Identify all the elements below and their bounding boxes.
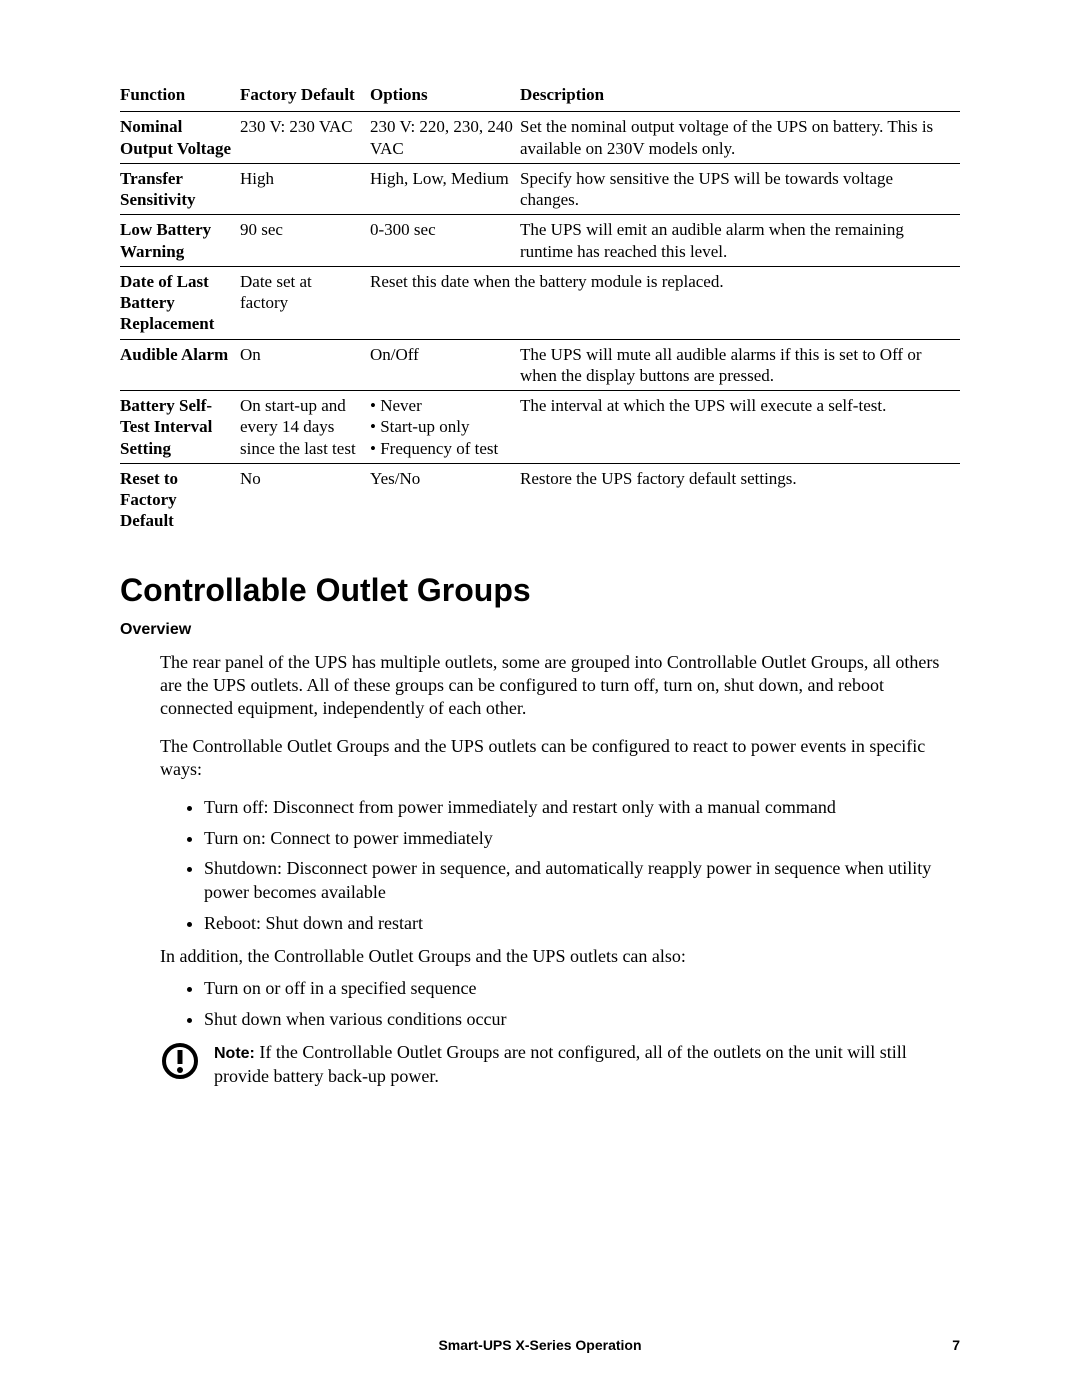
cell-description: The UPS will emit an audible alarm when … bbox=[520, 215, 960, 267]
option-item: Frequency of test bbox=[370, 438, 514, 459]
cell-description: The UPS will mute all audible alarms if … bbox=[520, 339, 960, 391]
list-item: Turn on: Connect to power immediately bbox=[204, 826, 960, 850]
cell-description: Set the nominal output voltage of the UP… bbox=[520, 112, 960, 164]
cell-function: Nominal Output Voltage bbox=[120, 112, 240, 164]
bullet-list: Turn off: Disconnect from power immediat… bbox=[184, 795, 960, 934]
table-row: Audible Alarm On On/Off The UPS will mut… bbox=[120, 339, 960, 391]
bullet-list: Turn on or off in a specified sequence S… bbox=[184, 976, 960, 1031]
cell-function: Low Battery Warning bbox=[120, 215, 240, 267]
option-item: Never bbox=[370, 395, 514, 416]
table-row: Battery Self-Test Interval Setting On st… bbox=[120, 391, 960, 464]
note-body: If the Controllable Outlet Groups are no… bbox=[214, 1042, 907, 1086]
paragraph: The rear panel of the UPS has multiple o… bbox=[160, 651, 960, 721]
list-item: Reboot: Shut down and restart bbox=[204, 911, 960, 935]
cell-default: 90 sec bbox=[240, 215, 370, 267]
cell-options-description-merged: Reset this date when the battery module … bbox=[370, 266, 960, 339]
cell-options: On/Off bbox=[370, 339, 520, 391]
page-number: 7 bbox=[952, 1337, 960, 1353]
cell-default: High bbox=[240, 163, 370, 215]
paragraph: In addition, the Controllable Outlet Gro… bbox=[160, 945, 960, 968]
paragraph: The Controllable Outlet Groups and the U… bbox=[160, 735, 960, 782]
cell-default: 230 V: 230 VAC bbox=[240, 112, 370, 164]
cell-options: High, Low, Medium bbox=[370, 163, 520, 215]
table-row: Transfer Sensitivity High High, Low, Med… bbox=[120, 163, 960, 215]
table-row: Reset to Factory Default No Yes/No Resto… bbox=[120, 463, 960, 535]
caution-icon bbox=[160, 1041, 200, 1081]
section-title: Controllable Outlet Groups bbox=[120, 572, 960, 609]
cell-function: Battery Self-Test Interval Setting bbox=[120, 391, 240, 464]
cell-description: Restore the UPS factory default settings… bbox=[520, 463, 960, 535]
note-block: Note: If the Controllable Outlet Groups … bbox=[160, 1041, 960, 1088]
note-text: Note: If the Controllable Outlet Groups … bbox=[214, 1041, 960, 1088]
cell-options: Yes/No bbox=[370, 463, 520, 535]
header-function: Function bbox=[120, 80, 240, 112]
cell-default: On start-up and every 14 days since the … bbox=[240, 391, 370, 464]
header-options: Options bbox=[370, 80, 520, 112]
cell-description: The interval at which the UPS will execu… bbox=[520, 391, 960, 464]
list-item: Turn on or off in a specified sequence bbox=[204, 976, 960, 1000]
table-header-row: Function Factory Default Options Descrip… bbox=[120, 80, 960, 112]
table-row: Nominal Output Voltage 230 V: 230 VAC 23… bbox=[120, 112, 960, 164]
header-default: Factory Default bbox=[240, 80, 370, 112]
cell-default: Date set at factory bbox=[240, 266, 370, 339]
settings-table: Function Factory Default Options Descrip… bbox=[120, 80, 960, 536]
option-item: Start-up only bbox=[370, 416, 514, 437]
cell-default: On bbox=[240, 339, 370, 391]
section-subheading: Overview bbox=[120, 621, 960, 639]
list-item: Turn off: Disconnect from power immediat… bbox=[204, 795, 960, 819]
cell-options: Never Start-up only Frequency of test bbox=[370, 391, 520, 464]
cell-function: Transfer Sensitivity bbox=[120, 163, 240, 215]
note-label: Note: bbox=[214, 1045, 255, 1062]
cell-description: Specify how sensitive the UPS will be to… bbox=[520, 163, 960, 215]
cell-options: 230 V: 220, 230, 240 VAC bbox=[370, 112, 520, 164]
table-row: Low Battery Warning 90 sec 0-300 sec The… bbox=[120, 215, 960, 267]
list-item: Shutdown: Disconnect power in sequence, … bbox=[204, 856, 960, 905]
cell-default: No bbox=[240, 463, 370, 535]
list-item: Shut down when various conditions occur bbox=[204, 1007, 960, 1031]
cell-options: 0-300 sec bbox=[370, 215, 520, 267]
page-content: Function Factory Default Options Descrip… bbox=[0, 0, 1080, 1148]
cell-function: Audible Alarm bbox=[120, 339, 240, 391]
cell-function: Date of Last Battery Replacement bbox=[120, 266, 240, 339]
cell-function: Reset to Factory Default bbox=[120, 463, 240, 535]
footer-title: Smart-UPS X-Series Operation bbox=[0, 1337, 1080, 1353]
table-row: Date of Last Battery Replacement Date se… bbox=[120, 266, 960, 339]
header-description: Description bbox=[520, 80, 960, 112]
